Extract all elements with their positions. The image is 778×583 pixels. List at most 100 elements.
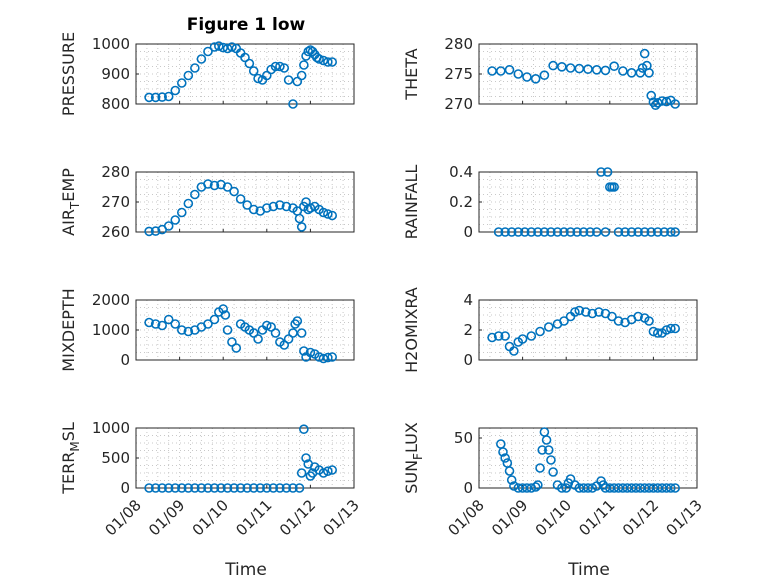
y-tick-label: 1000 [92,321,130,339]
data-point [144,226,154,237]
data-point [652,98,663,108]
data-point [170,483,181,493]
data-point [275,200,285,210]
data-point [543,322,554,332]
data-point [533,227,543,237]
data-point [613,316,624,326]
data-point [229,186,239,197]
y-tick-label: 1000 [92,35,130,53]
data-point [214,41,224,51]
data-point [163,221,174,231]
x-tick-label: 01/12 [276,496,319,539]
data-point [183,326,194,337]
subplot-rainfall: 0 0.2 0.4 RAINFALL [402,163,698,241]
data-point [296,222,307,232]
data-point [578,227,589,237]
figure-title: Figure 1 low [187,15,306,35]
x-axis-label-right: Time [567,560,610,580]
data-point [231,343,242,353]
data-point [318,207,329,218]
data-point [500,453,510,463]
data-point [543,445,554,455]
data-point [522,72,532,82]
data-point [517,334,528,344]
data-point [565,63,576,73]
data-point [504,466,515,476]
data-point [261,320,272,331]
data-point [299,424,309,435]
data-point [323,352,333,363]
data-point [639,48,650,59]
data-point [157,483,167,493]
data-point [666,227,676,237]
data-point [591,65,602,75]
y-tick-label: 0.4 [449,163,473,181]
data-point [493,331,504,341]
data-point [670,323,681,334]
data-point [170,85,181,96]
x-tick-label: 01/08 [445,496,488,539]
data-point [190,63,200,73]
data-point [314,54,324,64]
data-point [235,194,246,204]
subplot-theta: 270 275 280 THETA [402,35,698,113]
data-point [537,445,548,455]
y-tick-label: 0 [120,351,130,369]
data-point [519,227,530,237]
data-point [248,204,259,215]
data-point [539,70,550,80]
data-point [305,203,316,213]
data-point [270,61,281,72]
data-point [318,353,329,364]
data-point [539,227,550,237]
data-point [493,227,504,237]
y-axis-label: RAINFALL [402,165,421,240]
y-tick-label: 1000 [92,419,130,437]
y-tick-label: 0.2 [449,193,473,211]
y-tick-label: 2000 [92,291,130,309]
data-point [526,227,537,237]
data-point [170,319,181,329]
data-point [504,65,515,75]
data-point [183,70,194,81]
data-point [666,323,676,334]
data-point [183,198,194,209]
y-tick-label: 275 [444,65,473,83]
x-tick-label: 01/09 [145,496,188,539]
data-point [209,180,220,191]
y-tick-label: 800 [101,95,130,113]
data-point [581,307,591,317]
data-point [261,483,272,493]
data-point [548,60,558,71]
data-point [487,332,497,343]
y-tick-label: 0 [463,223,473,241]
data-point [652,227,663,237]
data-point [535,326,545,337]
y-tick-label: 2 [463,321,473,339]
data-point [283,75,294,85]
data-point [602,167,613,177]
data-point [570,307,580,317]
subplot-h2omixra: 0 2 4 H2OMIXRA [402,287,698,373]
data-point [618,66,628,76]
data-point [203,483,213,493]
y-tick-label: 50 [454,429,473,447]
data-point [509,346,519,356]
data-point [299,60,309,70]
data-point [513,227,524,237]
data-point [583,483,593,493]
data-point [318,55,329,66]
data-point [327,57,338,67]
data-point [661,325,672,335]
data-point [242,483,252,493]
data-point [299,346,309,356]
data-point [548,467,558,477]
data-point [557,483,567,493]
y-axis-label: MIXDEPTH [59,288,78,371]
subplot-sun_flux: 0 50 01/08 01/09 01/10 01/11 01/12 01/13 SUNFLUX [402,422,706,539]
y-tick-label: 0 [463,479,473,497]
data-point [157,92,167,102]
data-point [203,179,213,189]
data-point [253,73,263,84]
